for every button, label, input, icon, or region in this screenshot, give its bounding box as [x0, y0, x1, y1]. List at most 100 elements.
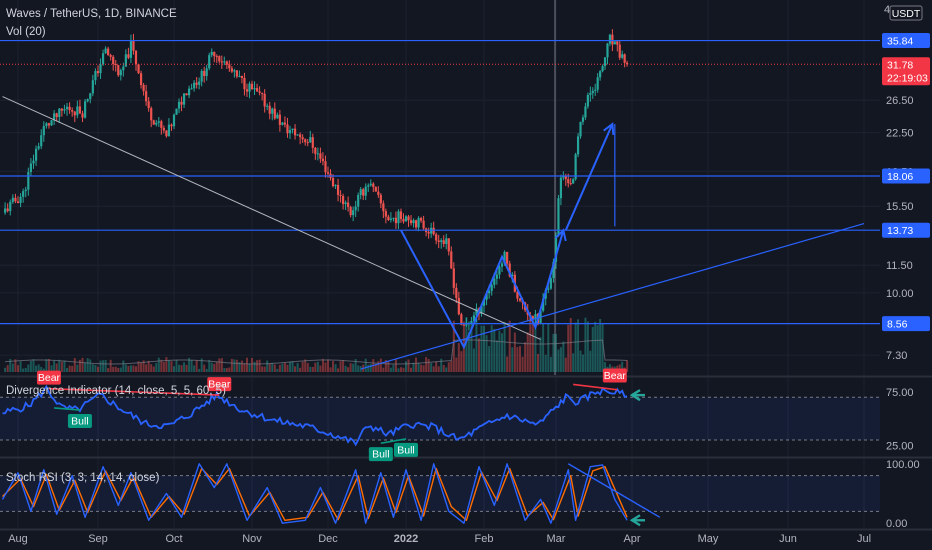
- candle-body: [9, 201, 12, 212]
- stoch-rsi-title[interactable]: Stoch RSI (3, 3, 14, 14, close): [6, 472, 160, 484]
- divergence-bull-badge[interactable]: [394, 442, 418, 457]
- candle-body: [584, 106, 587, 118]
- candle-body: [268, 105, 271, 114]
- candle-body: [68, 106, 71, 111]
- candle-body: [253, 88, 256, 90]
- volume-bar: [498, 330, 501, 372]
- stoch-d-line[interactable]: [2, 466, 628, 521]
- candle-body: [445, 238, 448, 244]
- divergence-bull-badge[interactable]: [67, 414, 92, 429]
- candle-body: [488, 291, 491, 294]
- volume-bar: [450, 360, 453, 372]
- level-price-label: 35.84: [887, 36, 913, 48]
- divergence-indicator-title[interactable]: Divergence Indicator (14, close, 5, 5, 6…: [6, 385, 226, 397]
- symbol-title[interactable]: Waves / TetherUS, 1D, BINANCE: [6, 8, 177, 20]
- volume-bar: [142, 360, 145, 372]
- candle-body: [117, 65, 120, 76]
- candle-body: [427, 232, 430, 234]
- volume-bar: [50, 365, 53, 372]
- candle-body: [40, 135, 43, 147]
- candle-body: [175, 108, 178, 115]
- candle-body: [336, 184, 340, 195]
- time-axis-label: Sep: [88, 533, 108, 545]
- volume-bar: [399, 367, 402, 372]
- volume-bar: [286, 364, 289, 372]
- candle-body: [306, 142, 309, 144]
- volume-bar: [162, 361, 165, 372]
- divergence-line[interactable]: [2, 384, 628, 447]
- candle-body: [457, 298, 460, 315]
- volume-bar: [268, 363, 271, 372]
- candle-body: [288, 130, 292, 134]
- divergence-label-text: Bull: [71, 416, 89, 428]
- currency-badge[interactable]: USDT: [889, 5, 923, 21]
- candle-body: [42, 126, 45, 136]
- volume-bar: [309, 366, 312, 372]
- volume-bar: [140, 362, 143, 372]
- divergence-bull-badge[interactable]: [368, 447, 393, 462]
- volume-bar: [402, 367, 405, 372]
- divergence-bear-badge[interactable]: [36, 370, 61, 385]
- candle-body: [334, 184, 337, 187]
- candle-body: [301, 137, 304, 140]
- divergence-axis-label: 25.00: [886, 440, 914, 452]
- volume-bar: [205, 368, 208, 372]
- level-price-badge[interactable]: [882, 316, 930, 332]
- candle-body: [485, 293, 488, 300]
- divergence-bear-badge[interactable]: [207, 377, 232, 392]
- candle-body: [549, 278, 552, 289]
- candle-body: [180, 101, 183, 105]
- candle-body: [500, 263, 504, 267]
- level-price-badge[interactable]: [882, 168, 930, 184]
- volume-bar: [213, 363, 216, 372]
- candle-body: [349, 207, 352, 216]
- volume-bar: [596, 325, 599, 372]
- volume-bar: [188, 357, 191, 372]
- candle-body: [230, 68, 233, 72]
- volume-bar: [281, 363, 284, 372]
- volume-bar: [53, 360, 56, 372]
- candle-body: [465, 324, 468, 326]
- current-price-badge[interactable]: [882, 57, 930, 86]
- candle-body: [200, 70, 203, 82]
- candle-body: [352, 210, 355, 216]
- volume-bar: [475, 318, 478, 372]
- projection-arrow[interactable]: [564, 123, 614, 231]
- level-price-badge[interactable]: [882, 222, 930, 238]
- volume-bar: [531, 320, 534, 372]
- volume-bar: [337, 368, 340, 372]
- volume-bar: [542, 323, 545, 372]
- volume-bar: [225, 368, 228, 372]
- volume-bar: [86, 358, 89, 372]
- candle-body: [55, 113, 58, 117]
- volume-bar: [460, 351, 463, 372]
- w-pattern-drawing[interactable]: [400, 229, 565, 350]
- volume-bar: [427, 358, 430, 372]
- candle-body: [447, 238, 450, 252]
- candle-body: [65, 106, 69, 110]
- volume-bar: [215, 361, 218, 372]
- candle-body: [278, 114, 281, 125]
- volume-bar: [477, 338, 480, 372]
- descending-trendline[interactable]: [2, 96, 541, 340]
- volume-bar: [447, 362, 450, 372]
- volume-bar: [66, 368, 69, 372]
- volume-legend[interactable]: Vol (20): [6, 26, 46, 38]
- stoch-trendline[interactable]: [567, 463, 661, 518]
- volume-bar: [42, 368, 45, 372]
- volume-bar: [233, 359, 236, 372]
- rising-trendline[interactable]: [360, 222, 865, 370]
- divergence-bear-badge[interactable]: [602, 368, 627, 383]
- volume-bar: [263, 366, 266, 372]
- volume-bar: [574, 322, 577, 372]
- stoch-k-line[interactable]: [1, 463, 628, 524]
- volume-bar: [567, 324, 570, 372]
- level-price-badge[interactable]: [882, 33, 930, 49]
- candle-body: [480, 305, 483, 314]
- candle-body: [534, 313, 537, 320]
- candle-body: [309, 137, 312, 143]
- volume-bar: [410, 367, 413, 372]
- volume-bar: [314, 362, 317, 372]
